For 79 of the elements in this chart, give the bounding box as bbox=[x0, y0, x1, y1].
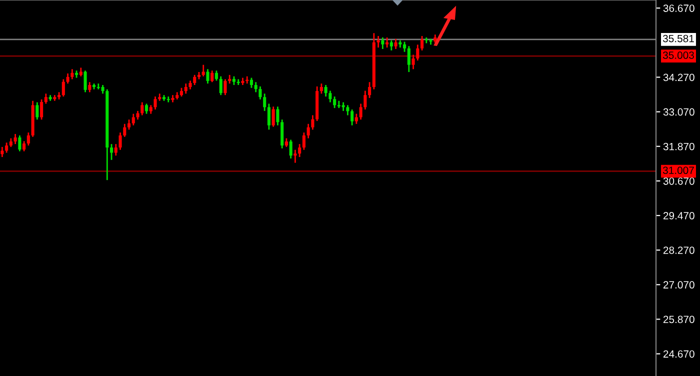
candlestick bbox=[140, 102, 144, 116]
y-tick-label: 31.870 bbox=[663, 142, 694, 150]
candlestick bbox=[350, 108, 354, 126]
candlestick bbox=[258, 86, 262, 100]
ref-line-label: 35.581 bbox=[662, 34, 694, 42]
candlestick bbox=[210, 70, 214, 83]
candlestick bbox=[110, 143, 114, 161]
candlestick bbox=[166, 96, 170, 103]
candlestick bbox=[40, 98, 44, 120]
y-tick-label: 34.270 bbox=[663, 74, 694, 82]
candlestick bbox=[272, 106, 275, 128]
candlestick bbox=[376, 35, 380, 48]
y-tick-label: 36.670 bbox=[663, 4, 694, 12]
candlestick bbox=[407, 45, 410, 73]
candlestick bbox=[154, 96, 157, 110]
candlestick bbox=[84, 70, 87, 93]
candlestick bbox=[250, 77, 253, 89]
candlestick bbox=[0, 146, 4, 158]
y-tick-label: 25.870 bbox=[663, 316, 694, 324]
candlestick bbox=[263, 92, 266, 112]
candlestick bbox=[294, 149, 297, 164]
y-tick-label: 29.470 bbox=[663, 212, 694, 220]
candlestick bbox=[219, 76, 222, 96]
candlestick bbox=[386, 36, 389, 48]
candlestick bbox=[403, 41, 406, 53]
candlestick bbox=[123, 123, 126, 138]
candlestick bbox=[132, 113, 135, 126]
candlestick bbox=[280, 118, 284, 150]
candlestick bbox=[394, 38, 398, 50]
candlestick bbox=[368, 81, 372, 99]
candlestick bbox=[214, 70, 218, 82]
candlestick bbox=[381, 36, 384, 50]
candlestick bbox=[333, 96, 336, 109]
candlestick bbox=[184, 82, 188, 94]
y-tick-label: 24.670 bbox=[663, 350, 694, 358]
candlestick bbox=[70, 68, 74, 80]
candlestick bbox=[22, 140, 26, 152]
candlestick bbox=[224, 78, 227, 96]
candlestick bbox=[390, 40, 393, 52]
candlestick bbox=[306, 123, 310, 139]
candlestick bbox=[26, 132, 30, 146]
candlestick bbox=[206, 68, 210, 84]
y-tick-label: 30.670 bbox=[663, 177, 694, 185]
candlestick bbox=[346, 104, 350, 116]
candlestick bbox=[118, 132, 122, 151]
candlestick bbox=[420, 35, 424, 52]
candlestick bbox=[202, 64, 205, 78]
candlestick bbox=[354, 113, 358, 125]
candlestick bbox=[320, 82, 323, 94]
candlestick bbox=[36, 102, 39, 120]
candlestick bbox=[311, 114, 314, 130]
candlestick bbox=[62, 78, 65, 98]
y-tick-label: 33.070 bbox=[663, 108, 694, 116]
candlestick bbox=[416, 44, 420, 62]
candlestick bbox=[254, 81, 258, 93]
candlestick bbox=[289, 139, 292, 160]
y-tick-label: 27.070 bbox=[663, 281, 694, 289]
candlestick bbox=[44, 92, 48, 104]
ref-line-label: 35.003 bbox=[662, 52, 694, 59]
candlestick bbox=[359, 103, 362, 120]
candlestick bbox=[144, 103, 148, 115]
candlestick bbox=[276, 106, 280, 126]
candlestick bbox=[328, 90, 332, 103]
candlestick bbox=[298, 143, 302, 158]
candlestick bbox=[193, 74, 196, 86]
candlestick bbox=[66, 72, 70, 84]
candlestick bbox=[14, 133, 17, 145]
candlestick bbox=[267, 103, 270, 130]
candlestick bbox=[5, 142, 8, 154]
candlestick bbox=[302, 132, 306, 151]
candlestick bbox=[88, 81, 92, 93]
candlestick bbox=[114, 143, 118, 156]
candlestick bbox=[127, 118, 131, 130]
candlestick bbox=[18, 134, 22, 152]
candlestick bbox=[364, 90, 367, 110]
y-tick-label: 28.270 bbox=[663, 246, 694, 254]
candlestick bbox=[412, 54, 415, 70]
ref-line-label: 31.007 bbox=[662, 166, 694, 174]
candlestick bbox=[324, 84, 328, 98]
